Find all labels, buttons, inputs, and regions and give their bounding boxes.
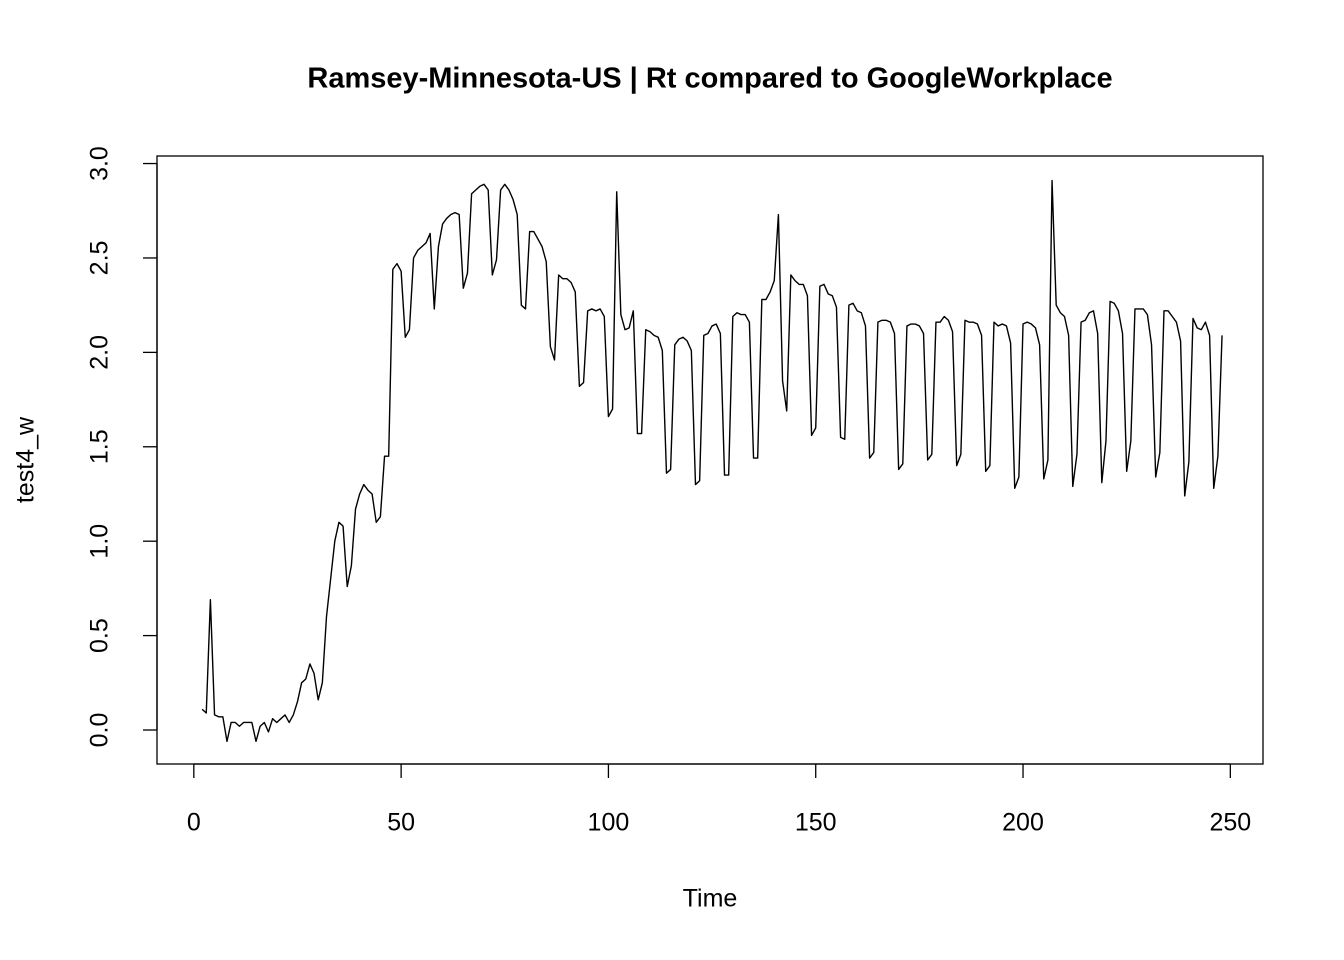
x-axis-label: Time	[683, 885, 738, 913]
chart-title: Ramsey-Minnesota-US | Rt compared to Goo…	[307, 63, 1112, 95]
y-tick-label: 0.0	[86, 713, 114, 748]
x-tick-label: 150	[795, 809, 837, 837]
x-tick-label: 250	[1209, 809, 1251, 837]
y-tick-label: 3.0	[86, 146, 114, 181]
x-tick-label: 50	[387, 809, 415, 837]
series-line	[201, 179, 1223, 743]
x-tick-label: 0	[187, 809, 201, 837]
x-tick-label: 200	[1002, 809, 1044, 837]
y-tick-label: 1.0	[86, 524, 114, 559]
y-tick-label: 0.5	[86, 618, 114, 653]
y-axis-label: test4_w	[12, 416, 40, 503]
x-tick-label: 100	[588, 809, 630, 837]
y-tick-label: 1.5	[86, 429, 114, 464]
y-tick-label: 2.5	[86, 241, 114, 276]
y-tick-label: 2.0	[86, 335, 114, 370]
